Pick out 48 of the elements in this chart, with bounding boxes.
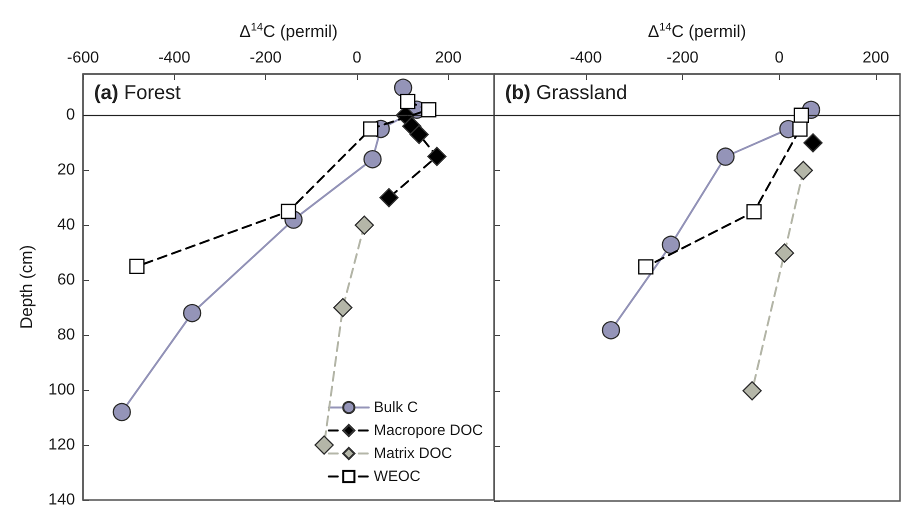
legend-label: Bulk C xyxy=(374,399,418,416)
chart-title: (b) Grassland xyxy=(505,82,628,104)
point xyxy=(746,204,762,220)
point xyxy=(792,121,808,137)
point xyxy=(394,78,412,97)
point xyxy=(774,243,794,263)
y-tick-label: 120 xyxy=(48,436,76,454)
x-tick-label: 200 xyxy=(862,50,890,66)
y-tick-label: 20 xyxy=(57,162,76,179)
point xyxy=(400,94,416,110)
legend-label: Matrix DOC xyxy=(374,445,452,462)
point xyxy=(363,150,382,168)
point xyxy=(716,148,735,166)
point xyxy=(662,236,680,254)
x-tick-label: 0 xyxy=(352,50,362,66)
y-tick-label: 80 xyxy=(57,326,76,344)
point xyxy=(602,321,620,340)
chart-title: (a) Forest xyxy=(94,82,182,104)
point xyxy=(427,146,447,166)
point xyxy=(794,108,810,123)
x-tick-label: -600 xyxy=(66,50,100,66)
y-tick-label: 40 xyxy=(57,216,76,234)
y-tick-label: 100 xyxy=(48,382,76,399)
point xyxy=(112,402,131,422)
point xyxy=(363,121,378,137)
y-tick-label: 140 xyxy=(48,492,76,508)
legend-label: Macropore DOC xyxy=(374,422,484,439)
point xyxy=(379,188,399,208)
x-tick-label: -400 xyxy=(158,50,190,66)
point xyxy=(409,124,429,144)
y-tick-label: 0 xyxy=(66,106,76,124)
point xyxy=(354,216,374,235)
point xyxy=(280,204,296,220)
x-tick-label: -200 xyxy=(250,50,282,66)
point xyxy=(421,102,436,118)
point xyxy=(742,381,762,400)
y-axis-title: Depth (cm) xyxy=(17,244,36,330)
x-tick-label: 0 xyxy=(774,50,784,66)
point xyxy=(314,435,334,455)
x-tick-label: 200 xyxy=(434,50,462,66)
y-tick-label: 60 xyxy=(57,272,76,289)
point xyxy=(794,160,813,180)
point xyxy=(333,298,352,318)
point xyxy=(183,304,202,322)
legend-label: WEOC xyxy=(374,468,421,485)
point xyxy=(803,133,823,153)
x-tick-label: -200 xyxy=(666,50,699,66)
x-tick-label: -400 xyxy=(570,50,602,66)
